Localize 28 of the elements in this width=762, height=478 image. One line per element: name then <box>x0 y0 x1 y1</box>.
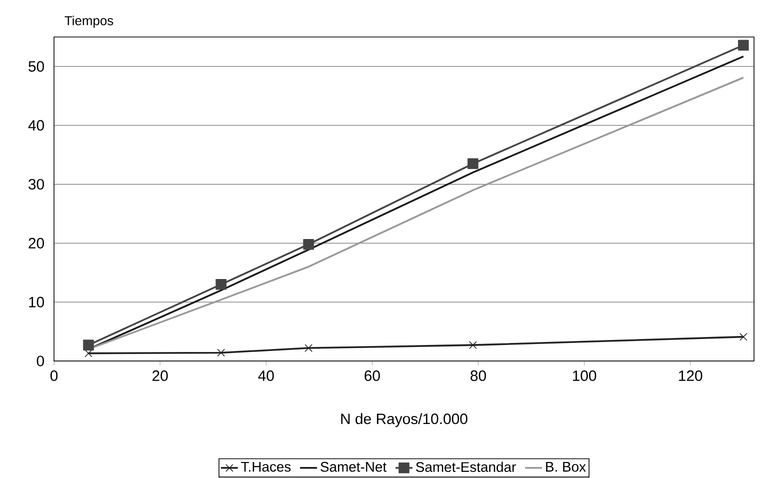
y-tick-label: 40 <box>28 120 44 131</box>
point <box>303 238 314 250</box>
legend-label: Samet-Net <box>320 462 386 472</box>
y-tick-label: 10 <box>29 296 44 308</box>
x-tick-label: 20 <box>152 370 168 381</box>
x-tick-label: 0 <box>50 370 58 381</box>
y-axis-title: Tiempos <box>64 16 114 28</box>
x-tick-label: 100 <box>572 370 596 381</box>
point <box>304 344 312 352</box>
point <box>469 341 477 350</box>
y-tick-label: 20 <box>28 238 44 248</box>
x-tick-label: 40 <box>258 370 274 381</box>
x-tick-label: 80 <box>470 370 486 381</box>
y-tick-label: 30 <box>28 178 44 190</box>
point <box>83 340 94 350</box>
point <box>216 279 226 290</box>
x-tick-label: 60 <box>364 370 380 381</box>
y-tick-label: 50 <box>28 61 44 72</box>
legend-label: T.Haces <box>241 462 291 472</box>
point <box>217 348 225 357</box>
point <box>468 158 478 170</box>
point <box>739 332 748 341</box>
legend-label: Samet-Estandar <box>416 462 516 472</box>
x-tick-label: 120 <box>679 370 702 381</box>
point <box>738 40 749 51</box>
y-tick-label: 0 <box>36 356 44 366</box>
x-axis-title: N de Rayos/10.000 <box>341 413 468 428</box>
legend-label: B. Box <box>546 462 586 472</box>
